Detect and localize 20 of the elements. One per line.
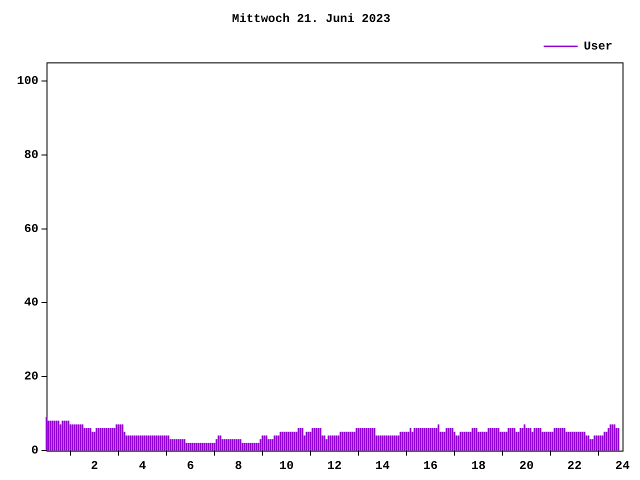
x-tick-label: 14 (375, 458, 390, 473)
x-tick-label: 10 (279, 458, 294, 473)
x-tick-label: 12 (327, 458, 342, 473)
x-tick-label: 22 (567, 458, 582, 473)
y-tick-label: 40 (24, 296, 38, 310)
x-tick-label: 20 (519, 458, 534, 473)
x-tick-label: 2 (90, 458, 98, 473)
y-tick-label: 60 (24, 222, 38, 236)
chart-title: Mittwoch 21. Juni 2023 (232, 12, 390, 26)
x-tick-label: 6 (186, 458, 194, 473)
y-tick-label: 20 (24, 370, 38, 384)
y-tick-label: 0 (31, 444, 38, 458)
x-tick-label: 4 (138, 458, 146, 473)
x-tick-label: 24 (615, 458, 630, 473)
y-tick-label: 100 (16, 74, 38, 88)
x-tick-label: 8 (234, 458, 242, 473)
y-tick-label: 80 (24, 148, 38, 162)
legend-label: User (584, 39, 613, 54)
x-tick-label: 18 (471, 458, 486, 473)
x-tick-label: 16 (423, 458, 438, 473)
